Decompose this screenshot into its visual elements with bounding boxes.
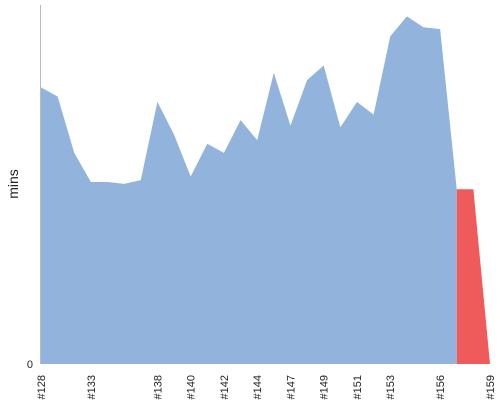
- x-tick-label: #140: [186, 375, 198, 399]
- duration-area-failed: [456, 189, 490, 364]
- x-tick-label: #153: [385, 375, 397, 399]
- x-tick-label: #133: [86, 375, 98, 399]
- x-tick-label: #138: [152, 375, 164, 399]
- duration-area-normal: [41, 16, 457, 364]
- x-tick-label: #144: [252, 375, 264, 399]
- x-tick-labels: #128 #133 #138 #140 #142 #144 #147 #149 #151 #153…: [36, 375, 497, 399]
- y-tick-label-0: 0: [27, 359, 33, 371]
- x-tick-label: #156: [435, 375, 447, 399]
- x-tick-label: #149: [319, 375, 331, 399]
- x-tick-label: #142: [219, 375, 231, 399]
- y-axis-title: mins: [5, 169, 21, 199]
- x-tick-label: #147: [285, 375, 297, 399]
- x-tick-label: #151: [352, 375, 364, 399]
- x-tick-label: #159: [485, 375, 497, 399]
- x-tick-label: #128: [36, 375, 48, 399]
